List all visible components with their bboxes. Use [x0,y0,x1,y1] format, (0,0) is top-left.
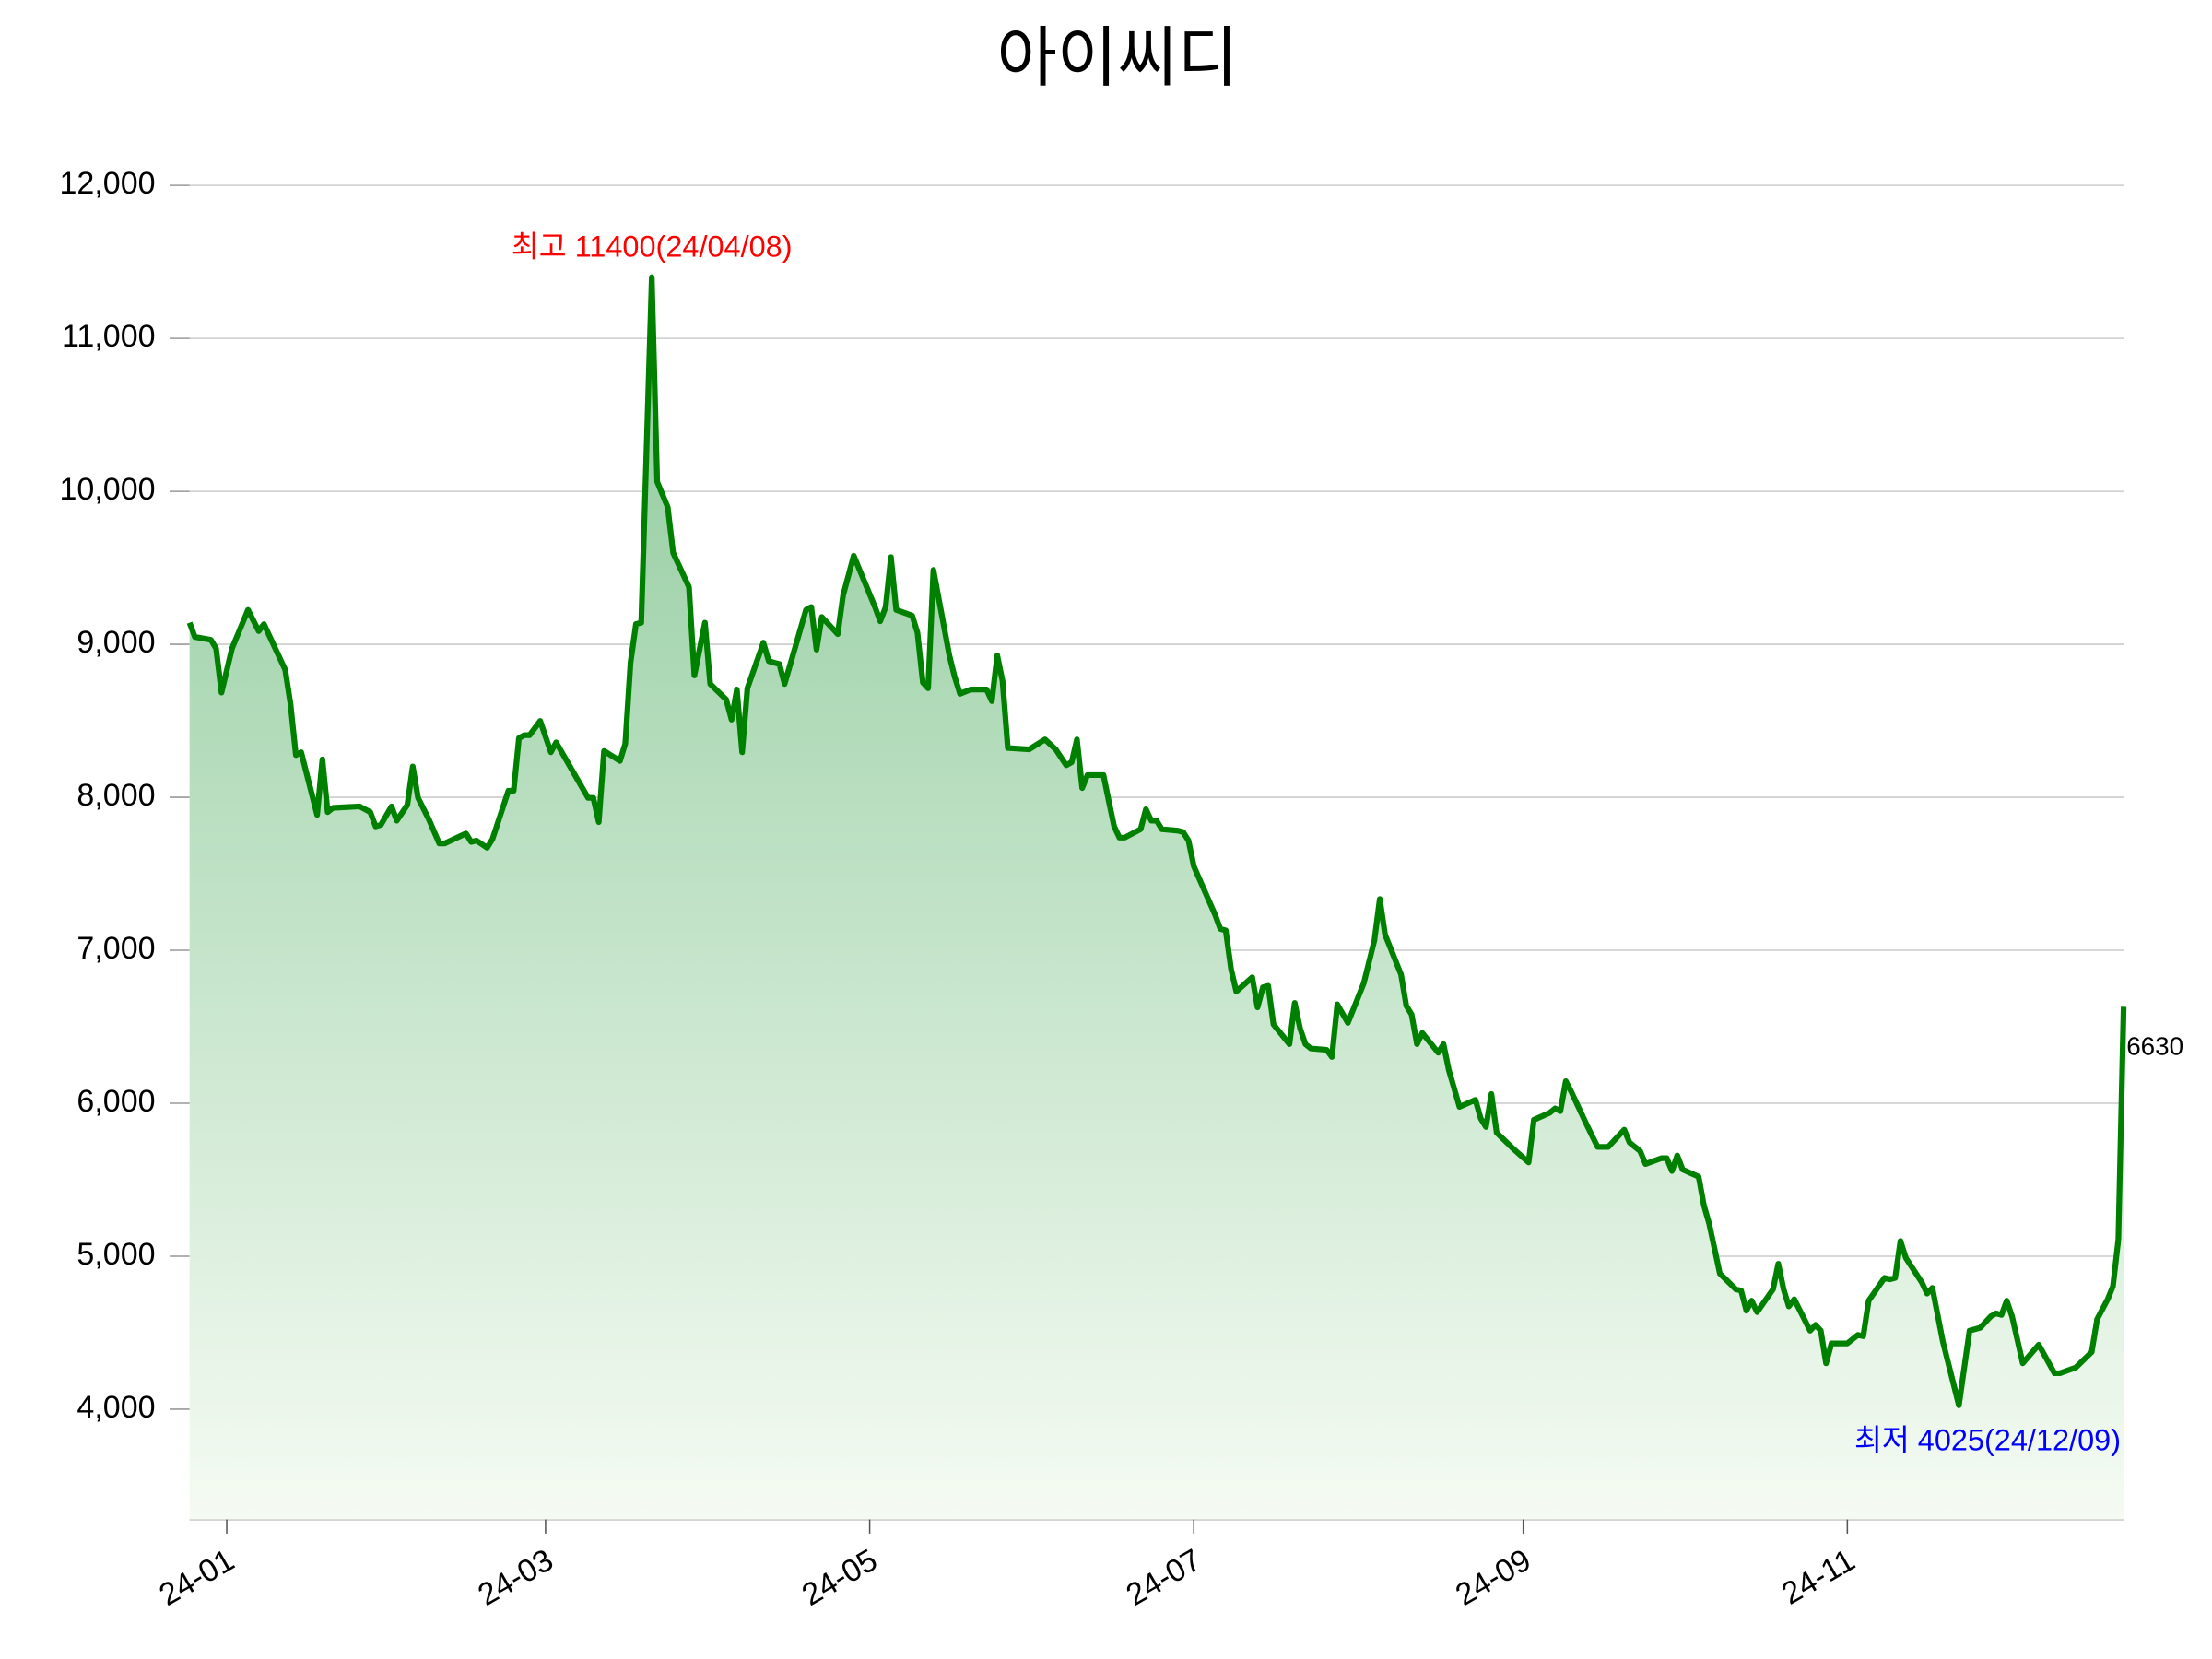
line [186,274,2127,1408]
min-annotation: 최저 4025(24/12/09) [1854,1424,2121,1457]
y-tick-label: 6,000 [76,1084,155,1119]
y-tick-label: 12,000 [60,166,156,201]
y-tick-label: 9,000 [76,625,155,660]
y-tick-label: 7,000 [76,931,155,966]
chart-title: 아이씨디 [996,22,1238,95]
x-tick-label: 24-01 [153,1543,240,1613]
x-tick-label: 24-09 [1450,1543,1536,1613]
x-tick-label: 24-11 [1776,1543,1861,1612]
area [189,276,2124,1520]
max-annotation: 최고 11400(24/04/08) [512,229,793,263]
last-value-label: 6630 [2126,1032,2183,1061]
x-tick-label: 24-03 [472,1543,559,1613]
y-tick-label: 4,000 [76,1390,155,1425]
y-tick-label: 10,000 [60,472,156,507]
y-tick-label: 5,000 [76,1237,155,1272]
y-tick-label: 11,000 [62,319,156,354]
x-tick-label: 24-05 [796,1543,883,1613]
x-tick-label: 24-07 [1121,1543,1207,1613]
y-tick-label: 8,000 [76,778,155,813]
